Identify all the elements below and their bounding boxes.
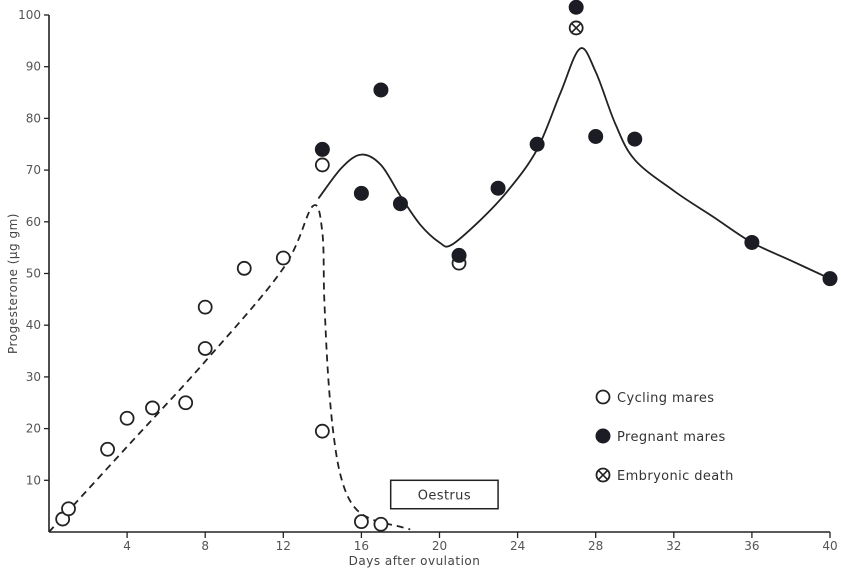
cycling-mares-point bbox=[373, 516, 389, 532]
x-tick-label: 32 bbox=[666, 539, 681, 553]
y-tick-label: 10 bbox=[26, 473, 41, 487]
oestrus-label: Oestrus bbox=[418, 489, 471, 504]
axes: 4 8 12 16 20 24 28 32 36 40 10 20 30 40 50 60 70 80 90 100 bbox=[18, 8, 838, 553]
legend-marker-pregnant-mares bbox=[595, 428, 611, 444]
y-tick-label: 30 bbox=[26, 370, 41, 384]
pregnant-mares-point bbox=[627, 131, 643, 147]
x-tick-label: 28 bbox=[588, 539, 603, 553]
embryonic-death-point bbox=[568, 20, 584, 36]
legend: Cycling mares Pregnant mares Embryonic dea… bbox=[595, 389, 734, 484]
oestrus-box bbox=[389, 479, 499, 510]
x-tick-label: 8 bbox=[201, 539, 209, 553]
pregnant-mares-point bbox=[314, 141, 330, 157]
y-tick-label: 70 bbox=[26, 163, 41, 177]
y-tick-label: 80 bbox=[26, 111, 41, 125]
x-tick-label: 40 bbox=[822, 539, 837, 553]
pregnant-mares-point bbox=[744, 234, 760, 250]
y-tick-label: 20 bbox=[26, 422, 41, 436]
cycling-mares-point bbox=[353, 514, 369, 530]
legend-marker-cycling-mares bbox=[595, 389, 611, 405]
annotations: Oestrus bbox=[389, 479, 499, 510]
cycling-mares-point bbox=[178, 395, 194, 411]
cycling-mares-point bbox=[197, 299, 213, 315]
x-axis-label: Days after ovulation bbox=[349, 554, 481, 568]
cycling-mares-point bbox=[145, 400, 160, 416]
pregnant-mares-point bbox=[822, 271, 838, 287]
cycling-trend-curve bbox=[48, 204, 411, 533]
x-tick-label: 36 bbox=[744, 539, 759, 553]
y-tick-label: 90 bbox=[26, 60, 41, 74]
legend-label-cycling-mares: Cycling mares bbox=[617, 391, 714, 406]
pregnant-mares-point bbox=[373, 82, 389, 98]
x-tick-label: 16 bbox=[354, 539, 369, 553]
x-tick-label: 24 bbox=[510, 539, 525, 553]
pregnant-mares-point bbox=[451, 247, 467, 263]
pregnant-mares-point bbox=[568, 0, 584, 15]
cycling-mares-point bbox=[236, 260, 252, 276]
trend-curves bbox=[48, 47, 831, 533]
pregnant-mares-point bbox=[529, 136, 545, 152]
x-tick-label: 4 bbox=[123, 539, 131, 553]
y-axis-label: Progesterone (µg gm) bbox=[6, 213, 20, 354]
y-tick-label: 40 bbox=[26, 318, 41, 332]
cycling-mares-point bbox=[197, 341, 213, 356]
legend-marker-embryonic-death bbox=[595, 467, 611, 483]
legend-label-embryonic-death: Embryonic death bbox=[617, 469, 734, 484]
pregnant-mares-point bbox=[353, 185, 369, 201]
pregnant-mares-point bbox=[392, 196, 408, 212]
pregnant-mares-point bbox=[588, 128, 604, 144]
pregnant-mares-point bbox=[490, 180, 506, 196]
cycling-mares-point bbox=[314, 157, 330, 173]
cycling-mares-point bbox=[314, 423, 330, 439]
x-tick-label: 20 bbox=[432, 539, 447, 553]
cycling-mares-point bbox=[275, 250, 291, 266]
y-tick-label: 50 bbox=[26, 267, 41, 281]
x-tick-label: 12 bbox=[276, 539, 291, 553]
legend-label-pregnant-mares: Pregnant mares bbox=[617, 430, 726, 445]
cycling-mares-point bbox=[119, 410, 135, 426]
data-points bbox=[55, 0, 838, 532]
cycling-mares-point bbox=[61, 501, 76, 517]
y-tick-label: 100 bbox=[18, 8, 41, 22]
y-tick-label: 60 bbox=[26, 215, 41, 229]
cycling-mares-point bbox=[100, 441, 115, 457]
